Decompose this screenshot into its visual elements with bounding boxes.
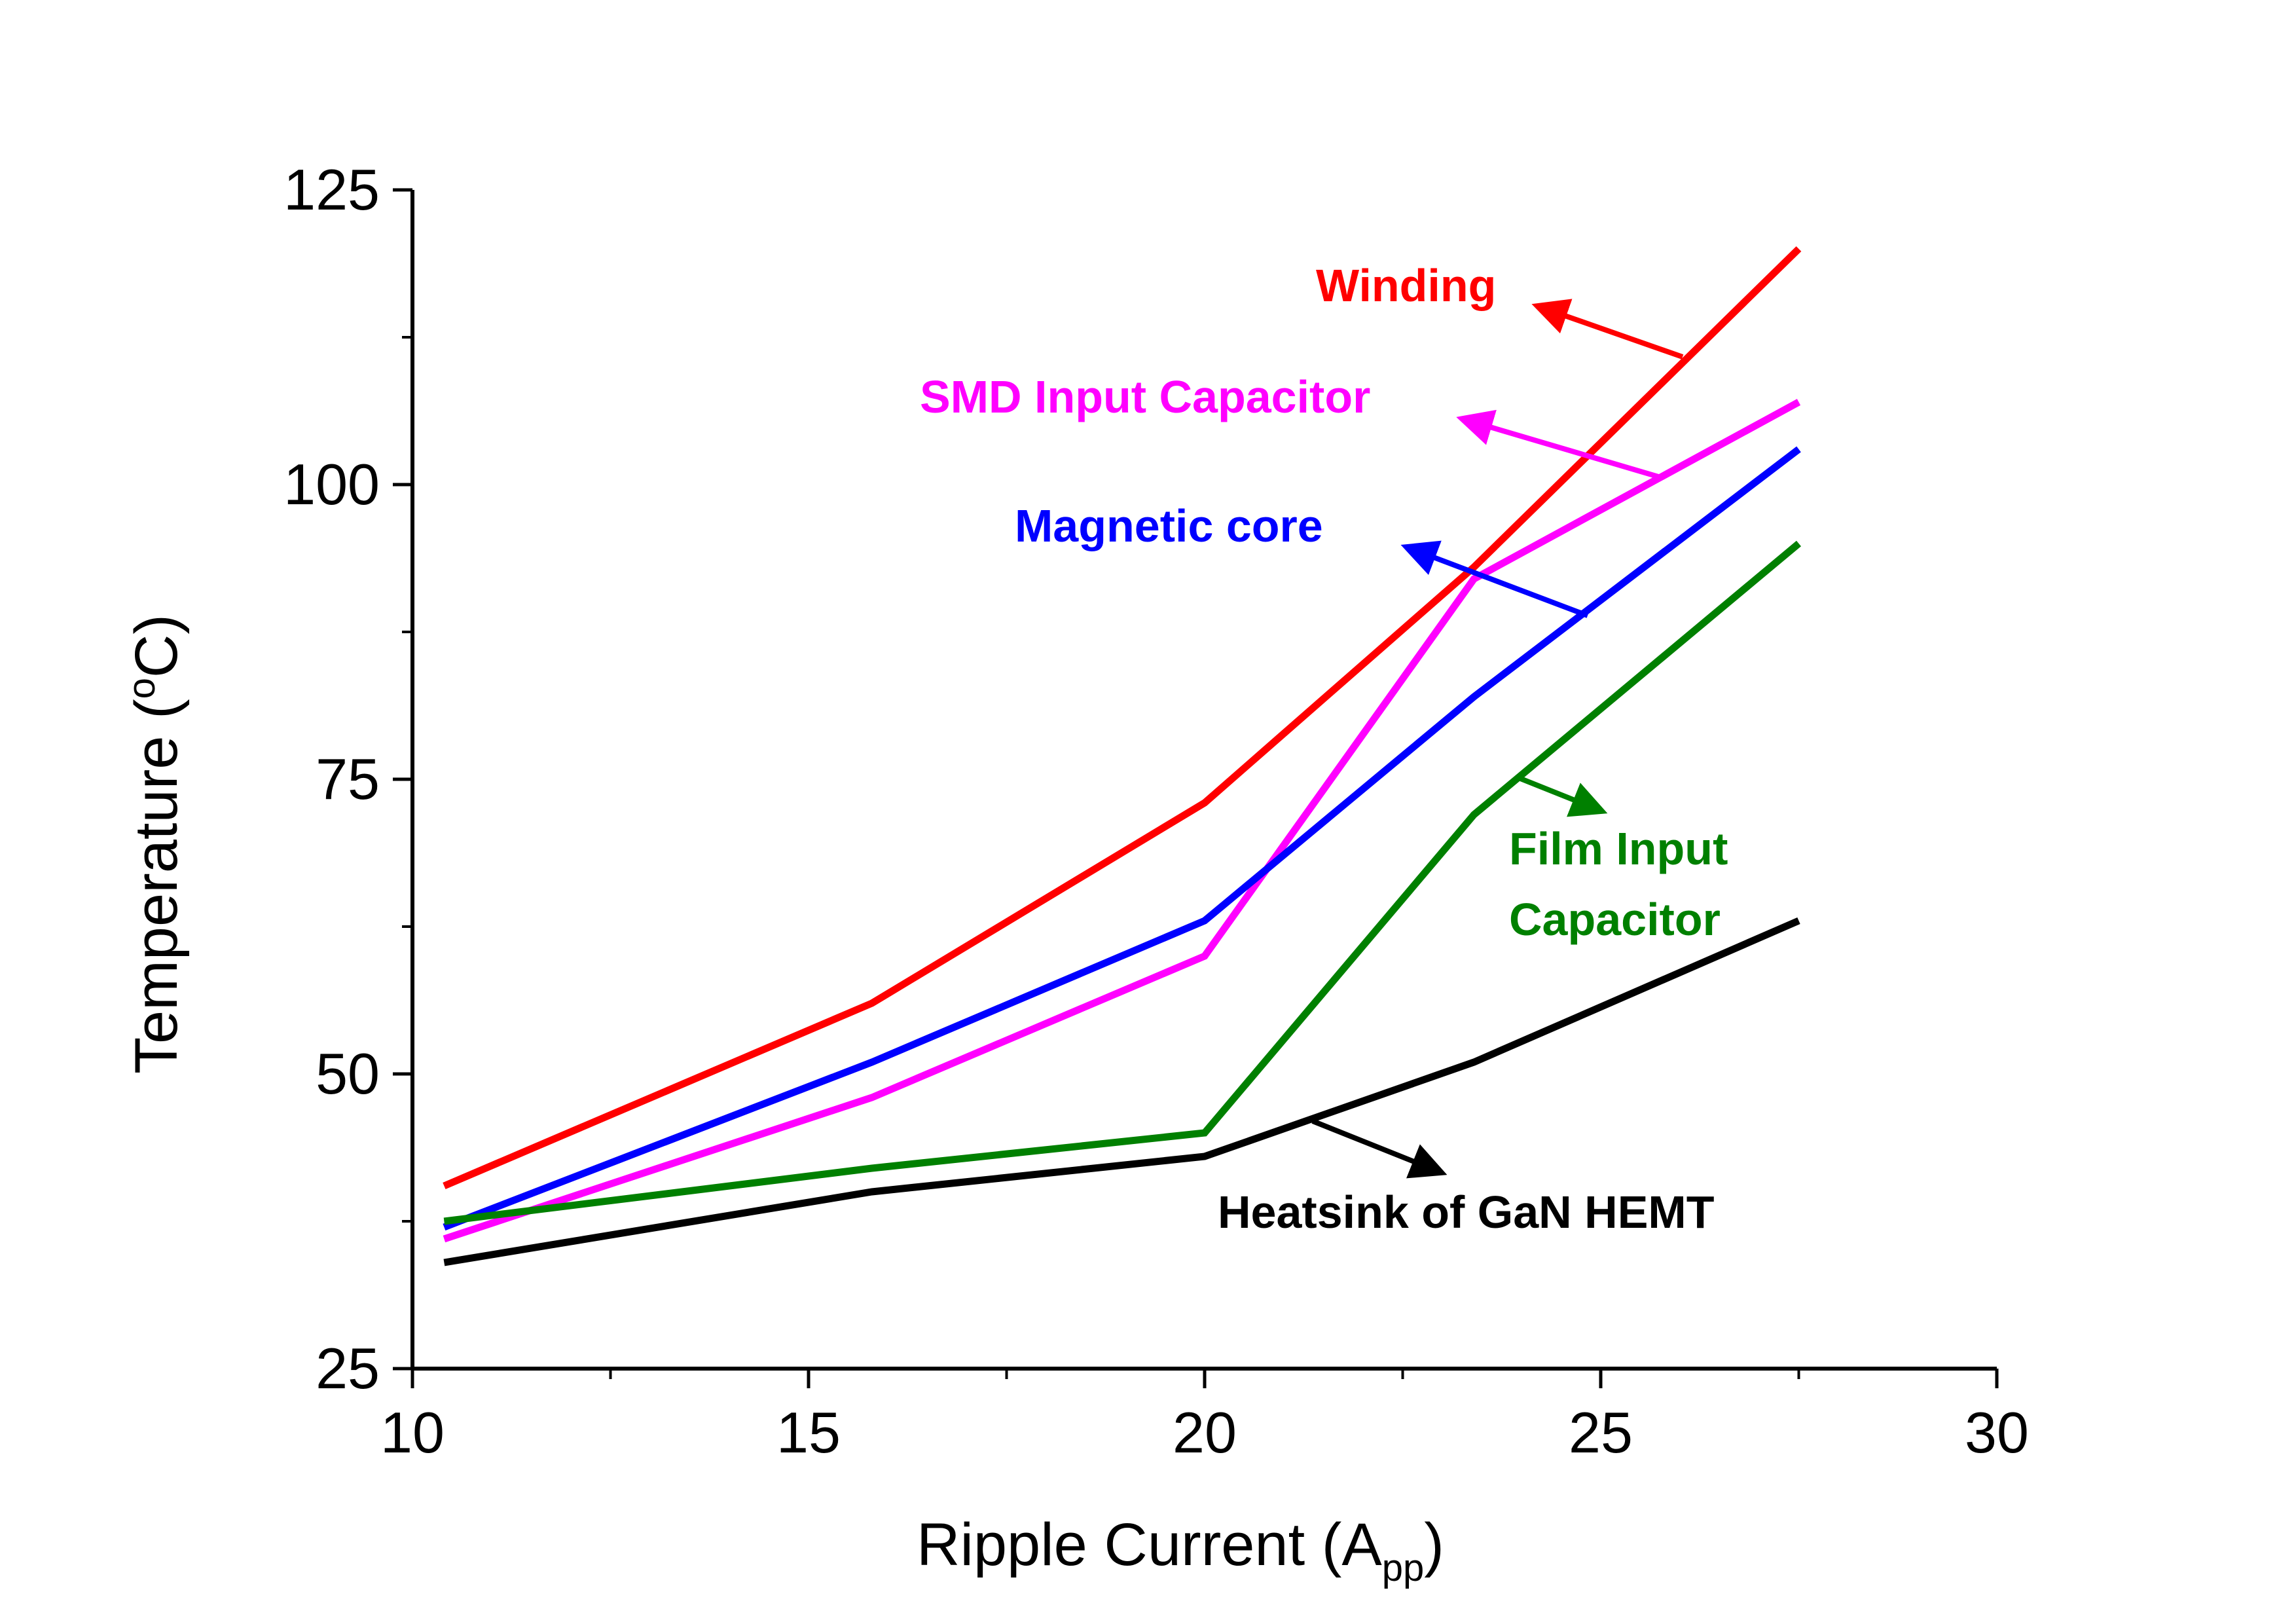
y-tick-label: 25 [316,1336,380,1401]
x-axis-title-end: ) [1424,1511,1444,1578]
annotation-label: Heatsink of GaN HEMT [1218,1187,1714,1238]
y-tick-label: 125 [283,157,380,222]
x-axis-title: Ripple Current (App) [917,1511,1444,1589]
y-tick-label: 50 [316,1041,380,1106]
x-axis-title-main: Ripple Current (A [917,1511,1382,1578]
series-line-film-input-capacitor [443,540,1802,1225]
y-axis-title-end: C) [123,614,190,678]
x-tick-label: 30 [1965,1400,2029,1465]
annotation-label: Winding [1316,260,1496,311]
annotation-arrow [1400,540,1589,618]
y-axis-title-main: Temperature ( [123,699,190,1074]
annotation-label: Magnetic core [1015,500,1323,551]
series-line-winding [443,246,1802,1190]
x-tick-label: 25 [1569,1400,1633,1465]
annotation-label: Film Input [1509,823,1728,874]
annotation-label-line2: Capacitor [1509,894,1721,945]
annotation-arrow [1311,1118,1448,1179]
x-tick-label: 20 [1173,1400,1237,1465]
annotation-label: SMD Input Capacitor [920,371,1370,422]
annotation-arrow [1531,299,1684,360]
series-line-heatsink-of-gan-hemt [443,917,1800,1266]
x-axis-title-sub: pp [1382,1547,1425,1589]
y-tick-label: 75 [316,747,380,811]
axes: 25 50 75 100 125 10 15 20 25 30 [283,157,2029,1465]
y-axis-title: Temperature (oC) [120,614,190,1074]
x-tick-label: 10 [380,1400,445,1465]
y-axis-title-sup: o [120,678,163,699]
annotation-arrow [1518,775,1608,817]
x-tick-label: 15 [776,1400,841,1465]
series-line-smd-input-capacitor [443,399,1801,1243]
annotation-layer: Winding SMD Input Capacitor Magnetic core F… [920,260,1728,1238]
annotation-arrow [1456,409,1664,481]
y-tick-label: 100 [283,452,380,517]
